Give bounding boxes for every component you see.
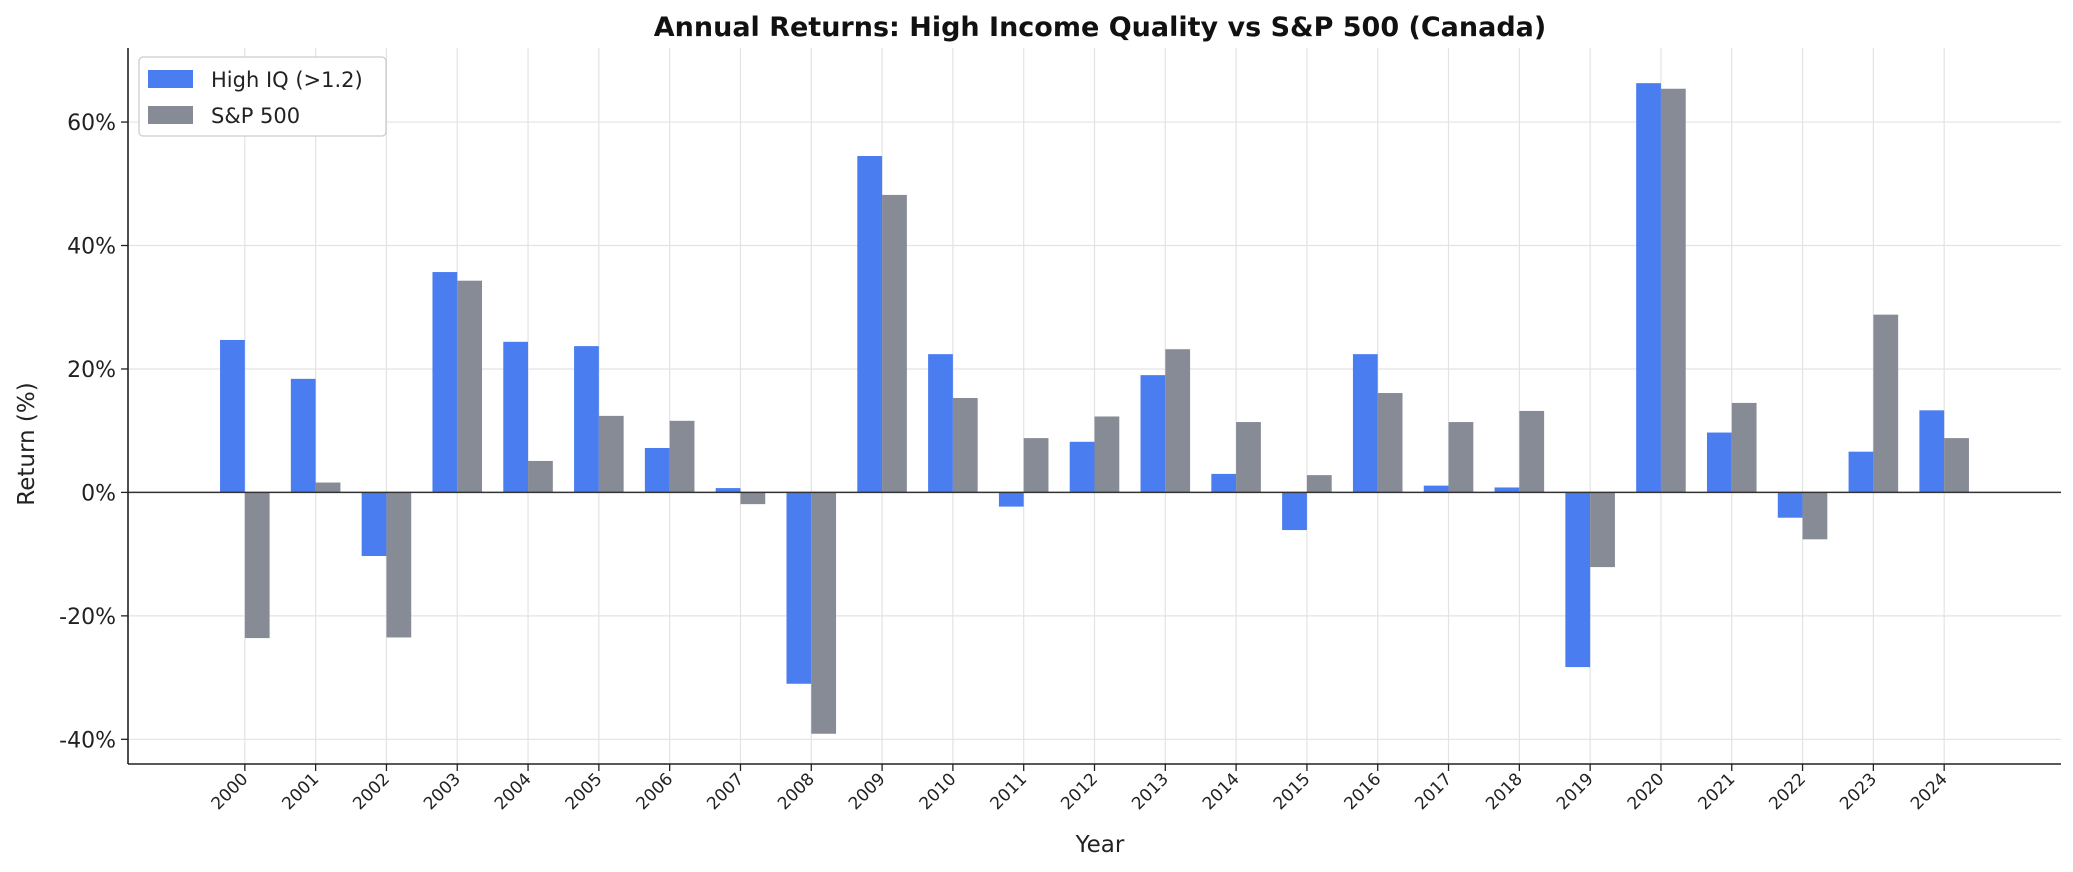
bar-sp500-2012 (1094, 416, 1120, 493)
x-tick-label: 2019 (1553, 769, 1598, 814)
bar-sp500-2009 (882, 194, 907, 493)
bar-sp500-2013 (1165, 349, 1191, 493)
legend-box (138, 56, 387, 137)
bar-sp500-2007 (740, 492, 766, 505)
bar-sp500-2004 (528, 460, 553, 493)
x-tick-label: 2017 (1411, 769, 1456, 814)
bar-high-iq-2024 (1919, 410, 1945, 493)
bar-high-iq-2020 (1636, 83, 1661, 493)
x-tick-label: 2008 (774, 769, 819, 814)
bar-high-iq-2015 (1282, 492, 1307, 531)
x-tick-label: 2024 (1907, 769, 1952, 814)
bar-sp500-2010 (952, 397, 978, 493)
x-tick-label: 2000 (208, 769, 253, 814)
grid-lines (128, 48, 2061, 764)
x-axis-label: Year (1075, 832, 1125, 858)
x-tick-label: 2022 (1765, 769, 1810, 814)
x-tick-label: 2020 (1624, 769, 1669, 814)
bar-sp500-2001 (315, 482, 341, 493)
y-tick-label: 60% (67, 111, 116, 136)
bar-high-iq-2012 (1069, 441, 1095, 493)
bar-sp500-2003 (457, 280, 483, 493)
bar-sp500-2019 (1590, 492, 1615, 568)
x-tick-label: 2014 (1199, 769, 1244, 814)
y-axis-label: Return (%) (14, 382, 40, 505)
x-tick-label: 2021 (1695, 769, 1740, 814)
bar-high-iq-2016 (1352, 354, 1378, 493)
bar-high-iq-2023 (1848, 451, 1874, 493)
x-tick-label: 2007 (703, 769, 748, 814)
bar-high-iq-2018 (1494, 487, 1520, 493)
y-tick-label: 0% (81, 481, 116, 506)
bar-high-iq-2010 (928, 354, 953, 493)
bar-sp500-2008 (811, 492, 837, 734)
legend: High IQ (>1.2) S&P 500 (138, 56, 387, 137)
x-tick-label: 2013 (1128, 769, 1173, 814)
bar-sp500-2005 (598, 415, 624, 493)
y-tick-label: 20% (67, 358, 116, 383)
x-tick-label: 2015 (1270, 769, 1315, 814)
bar-sp500-2006 (669, 420, 695, 493)
bar-sp500-2016 (1377, 393, 1403, 493)
x-tick-label: 2001 (278, 769, 323, 814)
chart-title: Annual Returns: High Income Quality vs S… (654, 12, 1546, 43)
bar-high-iq-2000 (220, 339, 245, 493)
bars (220, 83, 1969, 734)
legend-swatch-high-iq (148, 70, 193, 88)
bar-high-iq-2005 (574, 346, 599, 493)
bar-sp500-2023 (1873, 314, 1899, 493)
bar-sp500-2022 (1802, 492, 1828, 540)
bar-high-iq-2007 (715, 488, 741, 493)
bar-high-iq-2022 (1777, 492, 1803, 518)
bar-high-iq-2021 (1706, 432, 1732, 493)
x-tick-label: 2018 (1482, 769, 1527, 814)
bar-high-iq-2006 (644, 447, 670, 493)
bar-high-iq-2009 (857, 156, 883, 493)
bar-sp500-2015 (1306, 475, 1332, 493)
y-tick-label: -40% (59, 728, 116, 753)
bar-high-iq-2003 (432, 272, 458, 493)
bar-high-iq-2001 (290, 378, 316, 493)
x-tick-label: 2010 (916, 769, 961, 814)
bar-sp500-2018 (1519, 410, 1545, 493)
bar-sp500-2021 (1731, 402, 1757, 493)
axes (121, 48, 2061, 771)
x-tick-label: 2011 (986, 769, 1031, 814)
y-tick-label: -20% (59, 605, 116, 630)
bar-high-iq-2004 (503, 341, 529, 493)
bar-sp500-2020 (1660, 88, 1686, 493)
legend-label-sp500: S&P 500 (211, 104, 300, 128)
bar-high-iq-2019 (1565, 492, 1591, 668)
bar-sp500-2017 (1448, 422, 1474, 493)
bar-high-iq-2011 (998, 492, 1024, 507)
legend-swatch-sp500 (148, 106, 193, 124)
y-tick-label: 40% (67, 235, 116, 260)
bar-high-iq-2014 (1211, 473, 1237, 493)
bar-high-iq-2008 (786, 492, 812, 684)
x-tick-label: 2009 (845, 769, 890, 814)
x-tick-label: 2004 (491, 769, 536, 814)
bar-sp500-2011 (1023, 438, 1049, 493)
bar-high-iq-2002 (361, 492, 387, 556)
bar-high-iq-2013 (1140, 375, 1166, 493)
x-tick-label: 2003 (420, 769, 465, 814)
x-tick-label: 2016 (1341, 769, 1386, 814)
bar-sp500-2024 (1944, 438, 1969, 493)
x-tick-label: 2005 (562, 769, 607, 814)
x-tick-label: 2002 (349, 769, 394, 814)
x-tick-label: 2012 (1057, 769, 1102, 814)
x-tick-label: 2023 (1836, 769, 1881, 814)
bar-high-iq-2017 (1423, 485, 1449, 493)
bar-sp500-2000 (244, 492, 270, 639)
bar-sp500-2002 (386, 492, 412, 638)
legend-label-high-iq: High IQ (>1.2) (211, 68, 363, 92)
x-tick-label: 2006 (632, 769, 677, 814)
bar-sp500-2014 (1236, 422, 1261, 493)
